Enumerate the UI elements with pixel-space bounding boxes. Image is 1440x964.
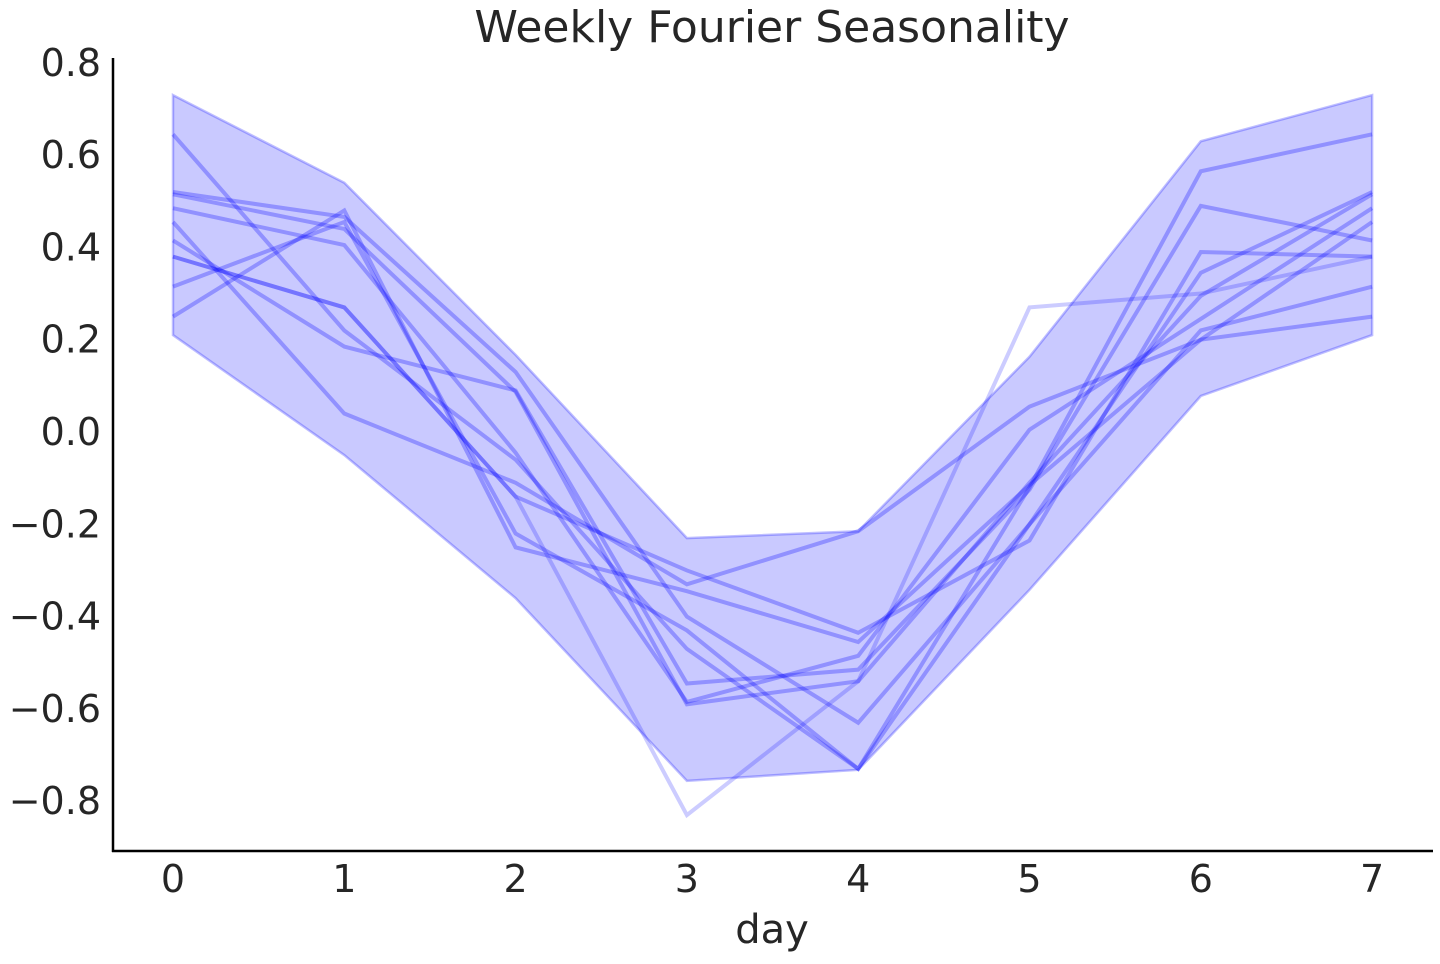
x-axis-label: day: [735, 907, 809, 953]
y-tick-label: −0.2: [9, 502, 101, 546]
x-tick-label: 4: [846, 857, 870, 901]
series-line-10: [172, 254, 1373, 819]
lines-layer: [171, 132, 1374, 819]
chart-title: Weekly Fourier Seasonality: [474, 2, 1069, 53]
series-line-7: [172, 249, 1373, 635]
series-line-2: [172, 190, 1373, 726]
series-line-6: [171, 203, 1373, 686]
x-tick-label: 5: [1017, 857, 1041, 901]
x-tick-label: 0: [161, 857, 185, 901]
y-tick-labels: −0.8 −0.6 −0.4 −0.2 0.0 0.2 0.4 0.6 0.8: [9, 41, 101, 823]
y-tick-label: −0.6: [9, 687, 101, 731]
series-line-3: [172, 192, 1374, 707]
uncertainty-band: [171, 93, 1374, 783]
x-tick-label: 1: [332, 857, 356, 901]
y-tick-label: −0.8: [9, 779, 101, 823]
y-tick-label: 0.8: [41, 41, 101, 85]
y-tick-label: 0.0: [41, 410, 101, 454]
band-layer: [171, 93, 1374, 783]
series-line-8: [172, 219, 1373, 772]
series-line-4: [172, 206, 1374, 705]
x-tick-label: 3: [675, 857, 699, 901]
x-tick-label: 7: [1360, 857, 1384, 901]
x-tick-label: 6: [1189, 857, 1213, 901]
series-line-1: [171, 132, 1373, 772]
y-tick-label: 0.2: [41, 318, 101, 362]
y-tick-label: 0.4: [41, 225, 101, 269]
x-tick-label: 2: [504, 857, 528, 901]
y-tick-label: −0.4: [9, 595, 101, 639]
y-tick-label: 0.6: [41, 133, 101, 177]
series-line-9: [171, 207, 1373, 645]
series-line-5: [171, 220, 1374, 587]
x-tick-labels: 0 1 2 3 4 5 6 7: [161, 857, 1384, 901]
